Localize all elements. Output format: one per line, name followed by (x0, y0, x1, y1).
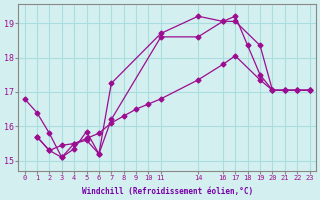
X-axis label: Windchill (Refroidissement éolien,°C): Windchill (Refroidissement éolien,°C) (82, 187, 253, 196)
